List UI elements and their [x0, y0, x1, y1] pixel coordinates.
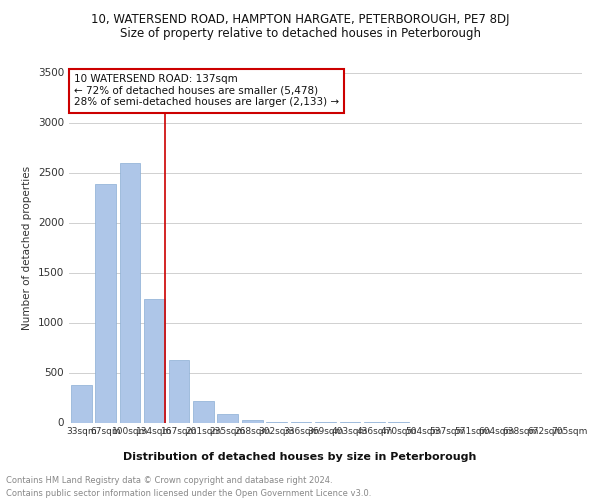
- Bar: [193, 400, 214, 422]
- Text: Distribution of detached houses by size in Peterborough: Distribution of detached houses by size …: [124, 452, 476, 462]
- Bar: [71, 384, 92, 422]
- Text: Contains public sector information licensed under the Open Government Licence v3: Contains public sector information licen…: [6, 489, 371, 498]
- Text: 10, WATERSEND ROAD, HAMPTON HARGATE, PETERBOROUGH, PE7 8DJ: 10, WATERSEND ROAD, HAMPTON HARGATE, PET…: [91, 12, 509, 26]
- Bar: [242, 420, 263, 422]
- Text: Size of property relative to detached houses in Peterborough: Size of property relative to detached ho…: [119, 28, 481, 40]
- Bar: [169, 360, 190, 422]
- Bar: [95, 184, 116, 422]
- Bar: [119, 162, 140, 422]
- Text: Contains HM Land Registry data © Crown copyright and database right 2024.: Contains HM Land Registry data © Crown c…: [6, 476, 332, 485]
- Bar: [144, 298, 165, 422]
- Y-axis label: Number of detached properties: Number of detached properties: [22, 166, 32, 330]
- Text: 10 WATERSEND ROAD: 137sqm
← 72% of detached houses are smaller (5,478)
28% of se: 10 WATERSEND ROAD: 137sqm ← 72% of detac…: [74, 74, 339, 108]
- Bar: [217, 414, 238, 422]
